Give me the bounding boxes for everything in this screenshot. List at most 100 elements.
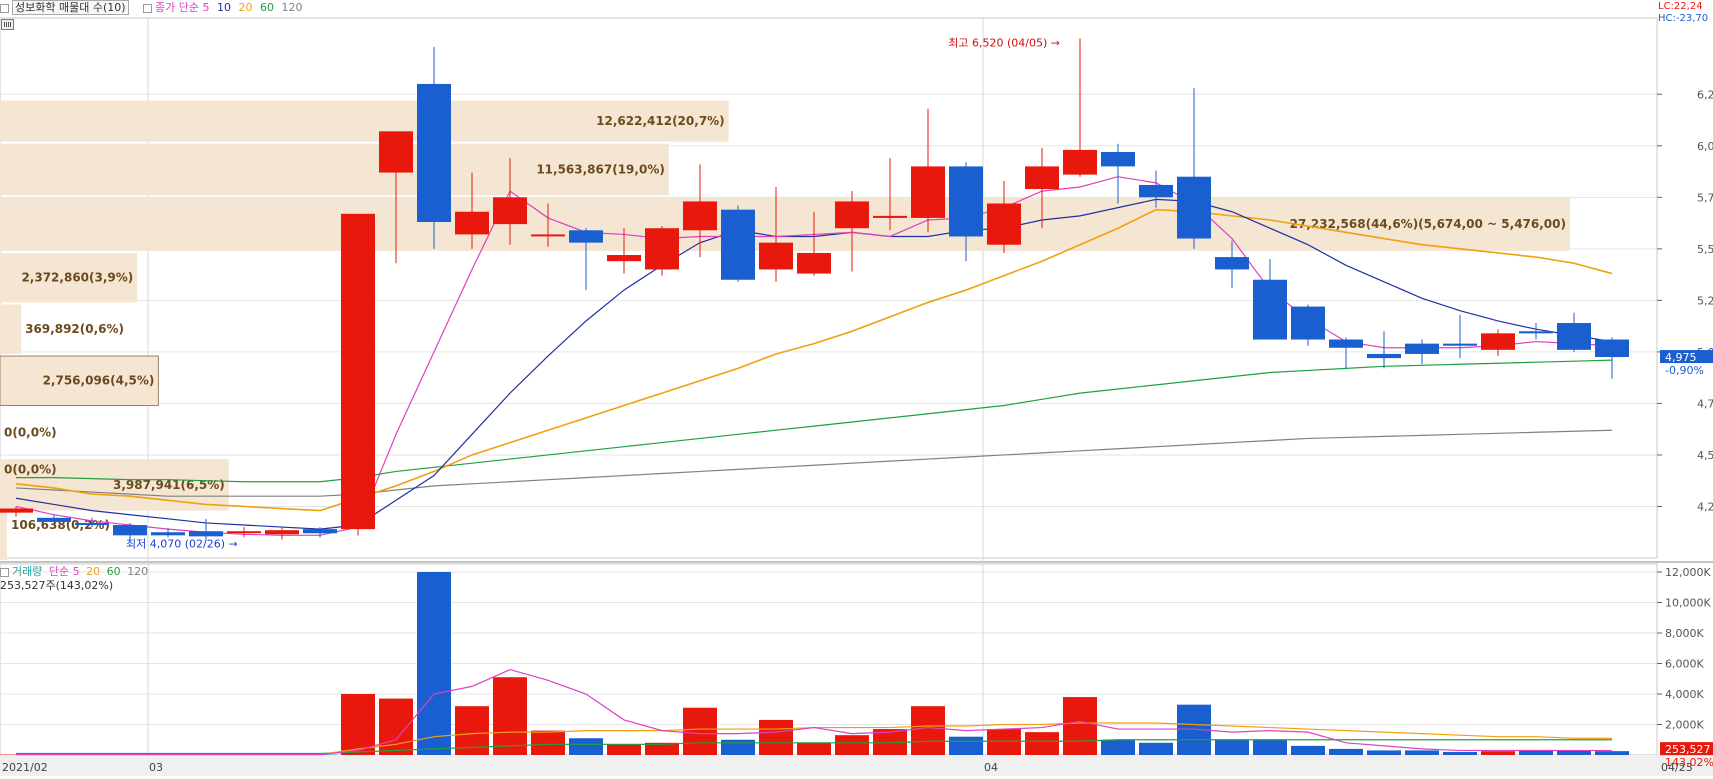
candle-body [1519, 331, 1553, 333]
candle-body [1177, 177, 1211, 239]
volume-ma20-legend: 20 [86, 565, 100, 578]
volume-bar [1405, 750, 1439, 755]
profile-label: 2,756,096(4,5%) [43, 374, 155, 388]
profile-bar [0, 304, 21, 353]
low-annotation: 최저 4,070 (02/26) → [126, 538, 238, 551]
volume-info: 253,527주(143,02%) [0, 579, 113, 593]
price-tick-label: 4,500 [1697, 449, 1713, 462]
candle-body [1367, 354, 1401, 358]
ma120-legend: 120 [281, 1, 302, 14]
volume-legend-label: 거래량 [12, 565, 42, 578]
candle-body [1557, 323, 1591, 350]
last-price-label: 4,975 [1665, 351, 1697, 364]
volume-bar [1519, 750, 1553, 755]
volume-bar [1063, 697, 1097, 755]
ma-checkbox[interactable] [143, 4, 152, 13]
candle-body [1595, 340, 1629, 358]
volume-bar [531, 731, 565, 755]
candle-body [189, 531, 223, 536]
grid-settings-icon[interactable] [1, 19, 14, 30]
price-tick-label: 5,750 [1697, 191, 1713, 204]
candle-body [797, 253, 831, 274]
ma10-legend: 10 [217, 1, 231, 14]
candle-body [265, 530, 299, 534]
price-panel [0, 18, 1657, 558]
last-price-change: -0,90% [1665, 364, 1704, 377]
profile-label: 0(0,0%) [4, 425, 57, 439]
candle-body [607, 255, 641, 261]
volume-legend[interactable]: 거래량 단순 5 20 60 120 [0, 565, 148, 579]
ma20-legend: 20 [238, 1, 252, 14]
volume-bar [797, 743, 831, 755]
volume-bar [417, 572, 451, 755]
volume-bar [1291, 746, 1325, 755]
candle-body [0, 509, 33, 513]
volume-bar [1253, 740, 1287, 755]
last-volume-pct: 143,02% [1665, 756, 1713, 769]
volume-bar [987, 729, 1021, 755]
candle-body [1443, 344, 1477, 346]
profile-label: 369,892(0,6%) [25, 322, 124, 336]
candle-body [151, 532, 185, 535]
candle-body [493, 197, 527, 224]
candle-body [1481, 333, 1515, 349]
volume-bar [607, 744, 641, 755]
volume-tick-label: 2,000K [1665, 719, 1704, 732]
volume-tick-label: 6,000K [1665, 658, 1704, 671]
volume-bar [911, 706, 945, 755]
x-tick-label: 04 [984, 761, 998, 774]
candle-body [455, 212, 489, 235]
indicator-legend[interactable]: 성보화학 매물대 수(10) [0, 1, 129, 15]
volume-bar [1329, 749, 1363, 755]
volume-tick-label: 8,000K [1665, 627, 1704, 640]
volume-bar [1139, 743, 1173, 755]
candle-body [683, 201, 717, 230]
candle-body [1139, 185, 1173, 197]
volume-simple-label: 단순 [49, 565, 69, 578]
volume-checkbox[interactable] [0, 568, 9, 577]
x-tick-label: 03 [149, 761, 163, 774]
candle-body [759, 243, 793, 270]
indicator-title: 성보화학 매물대 수(10) [12, 0, 129, 15]
candle-body [1405, 344, 1439, 354]
candle-body [113, 525, 147, 535]
volume-panel [0, 564, 1657, 755]
candle-body [341, 214, 375, 529]
x-tick-label: 2021/02 [2, 761, 48, 774]
price-ma-legend[interactable]: 종가 단순 5 10 20 60 120 [143, 1, 302, 15]
volume-bar [569, 738, 603, 755]
volume-tick-label: 12,000K [1665, 566, 1711, 579]
candle-body [835, 201, 869, 228]
volume-bar [835, 735, 869, 755]
candle-body [645, 228, 679, 269]
candle-body [1215, 257, 1249, 269]
volume-bar [683, 708, 717, 755]
candle-body [1025, 166, 1059, 189]
candle-body [37, 518, 71, 522]
volume-bar [1481, 751, 1515, 755]
candle-body [1291, 307, 1325, 340]
profile-label: 0(0,0%) [4, 462, 57, 476]
volume-bar [1443, 752, 1477, 755]
volume-bar [1367, 750, 1401, 755]
volume-bar [1025, 732, 1059, 755]
x-axis-band [0, 755, 1713, 776]
candle-body [873, 216, 907, 218]
volume-ma120-legend: 120 [127, 565, 148, 578]
ma5-legend: 5 [202, 1, 209, 14]
volume-tick-label: 10,000K [1665, 597, 1711, 610]
volume-ma60-legend: 60 [107, 565, 121, 578]
indicator-checkbox[interactable] [0, 4, 9, 13]
profile-label: 27,232,568(44,6%)(5,674,00 ~ 5,476,00) [1290, 217, 1566, 231]
ma-legend-label: 종가 단순 [155, 1, 199, 14]
volume-bar [1215, 740, 1249, 755]
profile-label: 12,622,412(20,7%) [596, 114, 725, 128]
candle-body [987, 203, 1021, 244]
profile-label: 11,563,867(19,0%) [536, 162, 665, 176]
last-volume-label: 253,527 [1665, 743, 1711, 756]
price-tick-label: 5,500 [1697, 243, 1713, 256]
candle-body [1329, 340, 1363, 348]
candle-body [417, 84, 451, 222]
